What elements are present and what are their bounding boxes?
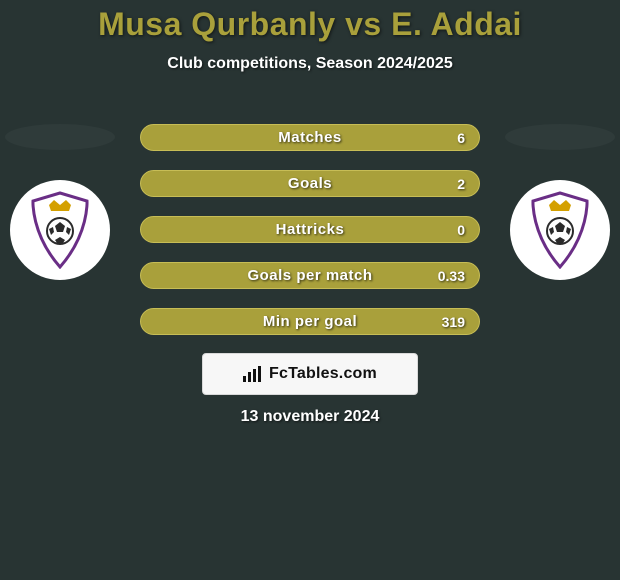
shield-icon: [27, 191, 93, 269]
subtitle: Club competitions, Season 2024/2025: [0, 55, 620, 73]
stat-label: Goals per match: [141, 267, 479, 284]
stats-list: Matches 6 Goals 2 Hattricks 0 Goals per …: [140, 124, 480, 335]
stat-value: 6: [457, 130, 465, 146]
stat-label: Hattricks: [141, 221, 479, 238]
shield-icon: [527, 191, 593, 269]
comparison-card: Musa Qurbanly vs E. Addai Club competiti…: [0, 0, 620, 580]
shadow-ellipse-icon: [5, 124, 115, 150]
stat-label: Min per goal: [141, 313, 479, 330]
attribution-text: FcTables.com: [269, 365, 377, 383]
stat-value: 319: [442, 314, 465, 330]
stat-value: 2: [457, 176, 465, 192]
stat-label: Matches: [141, 129, 479, 146]
stat-row: Matches 6: [140, 124, 480, 151]
club-badge-left: [10, 180, 110, 280]
player-left-column: [0, 124, 120, 280]
stat-row: Min per goal 319: [140, 308, 480, 335]
club-badge-right: [510, 180, 610, 280]
attribution-badge: FcTables.com: [202, 353, 418, 395]
shadow-ellipse-icon: [505, 124, 615, 150]
stat-row: Hattricks 0: [140, 216, 480, 243]
bar-chart-icon: [243, 366, 263, 382]
stat-value: 0: [457, 222, 465, 238]
player-right-column: [500, 124, 620, 280]
stat-row: Goals 2: [140, 170, 480, 197]
page-title: Musa Qurbanly vs E. Addai: [0, 6, 620, 43]
stat-label: Goals: [141, 175, 479, 192]
date-text: 13 november 2024: [0, 408, 620, 426]
stat-row: Goals per match 0.33: [140, 262, 480, 289]
stat-value: 0.33: [438, 268, 465, 284]
